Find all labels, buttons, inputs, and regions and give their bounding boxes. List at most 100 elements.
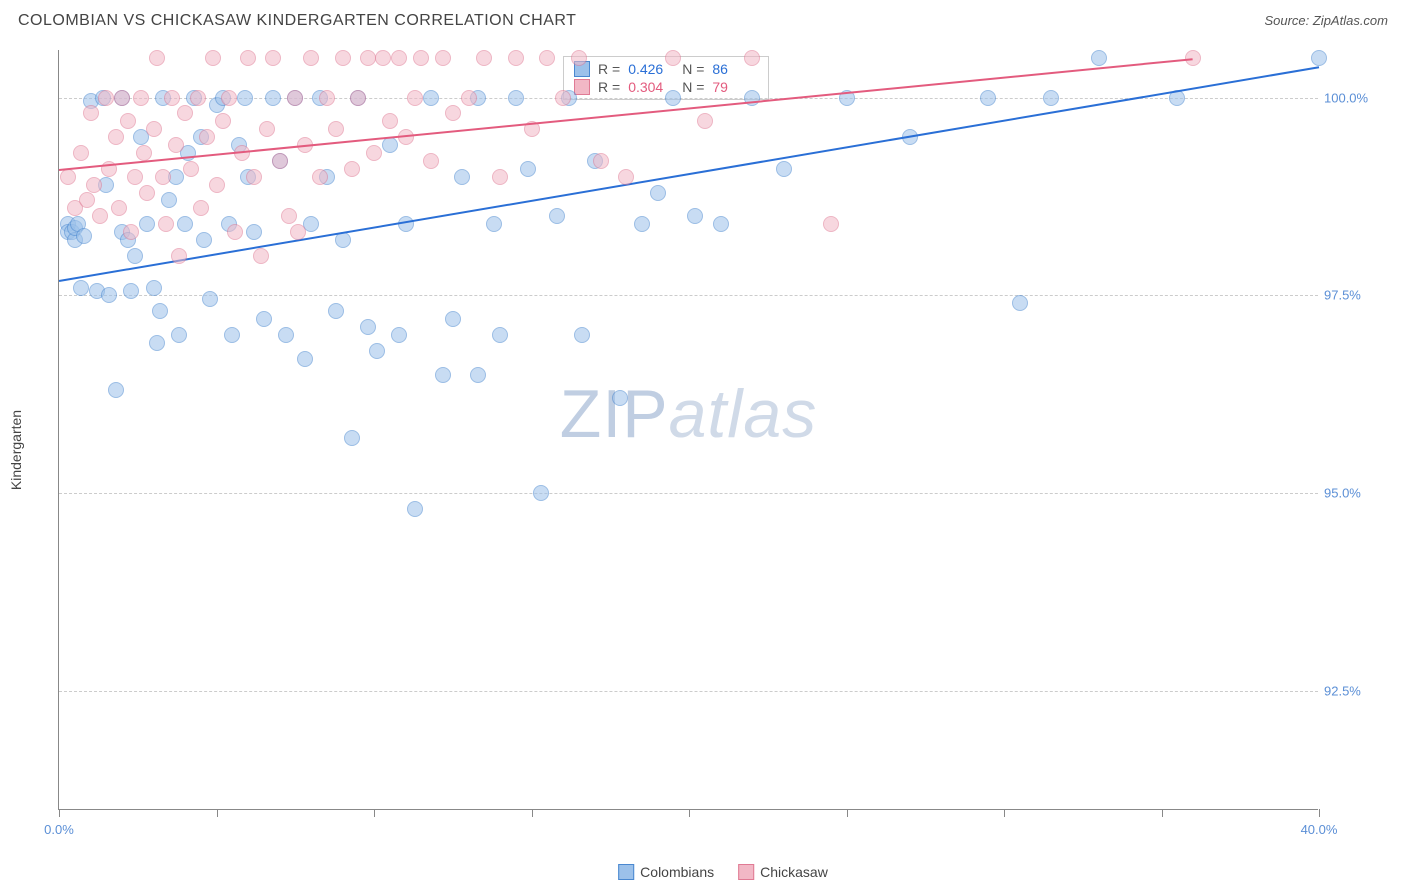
watermark: ZIPatlas [560,375,817,453]
plot-area: ZIPatlas R = 0.426N = 86R = 0.304N = 79 … [58,50,1318,810]
data-point [224,327,240,343]
data-point [240,50,256,66]
data-point [146,121,162,137]
data-point [328,303,344,319]
x-tick-label: 40.0% [1301,822,1338,837]
data-point [650,185,666,201]
data-point [246,169,262,185]
data-point [164,90,180,106]
data-point [492,169,508,185]
series-swatch [574,79,590,95]
x-tick [1004,809,1005,817]
data-point [278,327,294,343]
legend-label: Colombians [640,864,714,880]
data-point [445,105,461,121]
data-point [253,248,269,264]
data-point [177,216,193,232]
data-point [76,228,92,244]
data-point [123,224,139,240]
data-point [136,145,152,161]
data-point [687,208,703,224]
data-point [350,90,366,106]
y-tick-label: 100.0% [1324,90,1380,105]
data-point [237,90,253,106]
data-point [555,90,571,106]
data-point [158,216,174,232]
data-point [227,224,243,240]
data-point [435,367,451,383]
data-point [108,129,124,145]
r-label: R = [598,79,620,95]
data-point [407,90,423,106]
data-point [215,113,231,129]
data-point [492,327,508,343]
data-point [571,50,587,66]
data-point [281,208,297,224]
data-point [391,327,407,343]
data-point [265,50,281,66]
data-point [470,367,486,383]
x-tick [59,809,60,817]
data-point [73,145,89,161]
data-point [508,50,524,66]
n-label: N = [682,61,704,77]
data-point [823,216,839,232]
x-tick [1319,809,1320,817]
legend-label: Chickasaw [760,864,828,880]
data-point [146,280,162,296]
data-point [366,145,382,161]
data-point [259,121,275,137]
data-point [713,216,729,232]
data-point [1012,295,1028,311]
data-point [60,169,76,185]
data-point [256,311,272,327]
data-point [344,161,360,177]
data-point [407,501,423,517]
data-point [776,161,792,177]
data-point [413,50,429,66]
data-point [92,208,108,224]
x-tick [217,809,218,817]
data-point [190,90,206,106]
r-label: R = [598,61,620,77]
data-point [290,224,306,240]
data-point [168,137,184,153]
data-point [520,161,536,177]
data-point [369,343,385,359]
data-point [344,430,360,446]
legend-item: Chickasaw [738,864,828,880]
x-tick-label: 0.0% [44,822,74,837]
data-point [86,177,102,193]
chart-container: Kindergarten ZIPatlas R = 0.426N = 86R =… [58,50,1388,850]
data-point [246,224,262,240]
data-point [149,335,165,351]
legend: Colombians Chickasaw [618,864,828,880]
data-point [360,319,376,335]
data-point [618,169,634,185]
y-axis-label: Kindergarten [8,410,24,490]
x-tick [374,809,375,817]
data-point [375,50,391,66]
data-point [127,248,143,264]
x-tick [532,809,533,817]
data-point [120,113,136,129]
data-point [593,153,609,169]
gridline-h [59,691,1318,692]
data-point [171,248,187,264]
data-point [508,90,524,106]
data-point [196,232,212,248]
data-point [149,50,165,66]
data-point [114,90,130,106]
data-point [360,50,376,66]
data-point [127,169,143,185]
x-tick [847,809,848,817]
data-point [221,90,237,106]
data-point [445,311,461,327]
n-label: N = [682,79,704,95]
data-point [111,200,127,216]
data-point [1091,50,1107,66]
data-point [744,50,760,66]
data-point [171,327,187,343]
x-tick [689,809,690,817]
data-point [486,216,502,232]
